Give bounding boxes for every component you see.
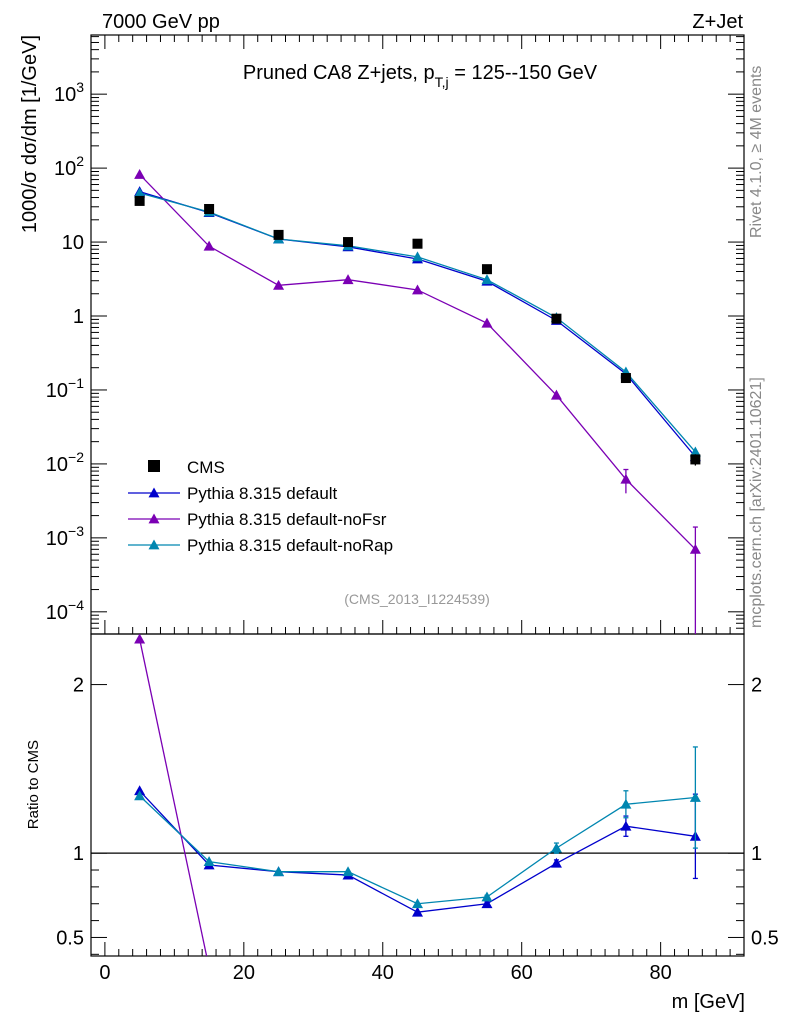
cms-point	[273, 229, 284, 240]
series-point	[273, 279, 285, 290]
ratio-point	[550, 857, 562, 868]
x-tick-label: 0	[99, 962, 110, 984]
ratio-tick-label: 2	[73, 675, 84, 697]
process-label: Z+Jet	[692, 11, 743, 33]
y-tick-label: 103	[54, 79, 84, 106]
ratio-point	[273, 866, 285, 877]
x-tick-label: 60	[511, 962, 533, 984]
y-tick-label: 10−4	[46, 597, 84, 624]
ratio-point	[134, 785, 146, 796]
cms-point	[204, 203, 215, 214]
legend-label-cms: CMS	[187, 458, 225, 477]
y-tick-label: 1	[73, 306, 84, 328]
series-point	[134, 187, 146, 198]
legend-marker	[148, 487, 160, 498]
series-point	[689, 543, 701, 554]
series-point	[689, 446, 701, 457]
ratio-point	[481, 891, 493, 902]
series-line	[139, 191, 696, 458]
cms-point	[690, 454, 701, 465]
plot-title-sub: T,j	[435, 74, 449, 90]
ratio-point	[134, 634, 146, 644]
series-point	[481, 317, 493, 328]
plot-title-tail: = 125--150 GeV	[449, 62, 598, 84]
ratio-tick-label: 0.5	[56, 927, 84, 949]
legend-marker-cms	[148, 460, 160, 472]
rivet-label: Rivet 4.1.0, ≥ 4M events	[748, 66, 765, 238]
ratio-point	[550, 842, 562, 853]
y-tick-label: 10−2	[46, 449, 84, 476]
mcplots-label: mcplots.cern.ch [arXiv:2401.10621]	[748, 377, 765, 628]
y-axis-label-ratio: Ratio to CMS	[25, 740, 42, 829]
y-tick-label: 10−1	[46, 375, 84, 402]
series-point	[342, 274, 354, 285]
cms-point	[551, 313, 562, 324]
series-point	[550, 389, 562, 400]
ratio-point	[412, 898, 423, 909]
ratio-tick-label-right: 0.5	[751, 927, 779, 949]
collision-label: 7000 GeV pp	[102, 11, 220, 33]
x-axis-label: m [GeV]	[672, 991, 745, 1013]
y-tick-label: 102	[54, 153, 84, 180]
ratio-point	[342, 866, 354, 877]
series-point	[620, 473, 632, 484]
legend-label: Pythia 8.315 default-noRap	[187, 536, 393, 555]
legend-label: Pythia 8.315 default-noFsr	[187, 510, 387, 529]
series-point	[412, 284, 423, 295]
y-axis-label-top: 1000/σ dσ/dm [1/GeV]	[19, 35, 41, 233]
ratio-point	[689, 792, 701, 802]
y-tick-label: 10−3	[46, 523, 84, 550]
x-tick-label: 20	[233, 962, 255, 984]
ratio-line	[139, 790, 696, 913]
ratio-point	[620, 820, 632, 831]
series-point	[481, 274, 493, 285]
ratio-panel-frame	[90, 633, 745, 957]
legend-label: Pythia 8.315 default	[187, 484, 338, 503]
ratio-panel-series	[134, 634, 701, 972]
y-tick-label: 10	[62, 232, 84, 254]
cms-point	[412, 238, 423, 249]
ratio-point	[620, 798, 632, 809]
series-point	[412, 251, 423, 262]
cms-point	[620, 373, 631, 384]
cms-point	[343, 237, 354, 248]
analysis-id: (CMS_2013_I1224539)	[344, 591, 490, 607]
ratio-line	[138, 638, 208, 956]
ratio-point	[204, 962, 215, 972]
legend-marker	[148, 539, 160, 550]
x-tick-label: 80	[650, 962, 672, 984]
plot-title-main: Pruned CA8 Z+jets, p	[243, 62, 435, 84]
ratio-point	[412, 906, 423, 917]
cms-point	[134, 195, 145, 206]
ratio-line	[139, 795, 696, 905]
series-point	[134, 168, 146, 179]
x-tick-label: 40	[372, 962, 394, 984]
ratio-tick-label-right: 2	[751, 675, 762, 697]
series-point	[203, 240, 215, 251]
ratio-tick-label-right: 1	[751, 843, 762, 865]
ratio-point	[481, 898, 493, 909]
cms-point	[481, 264, 492, 275]
top-panel-series	[134, 168, 701, 634]
series-line	[139, 192, 696, 453]
plot-title: Pruned CA8 Z+jets, pT,j = 125--150 GeV	[243, 62, 598, 90]
ratio-point	[203, 856, 215, 866]
ratio-point	[134, 790, 146, 801]
legend-marker	[148, 513, 160, 524]
ratio-tick-label: 1	[73, 843, 84, 865]
